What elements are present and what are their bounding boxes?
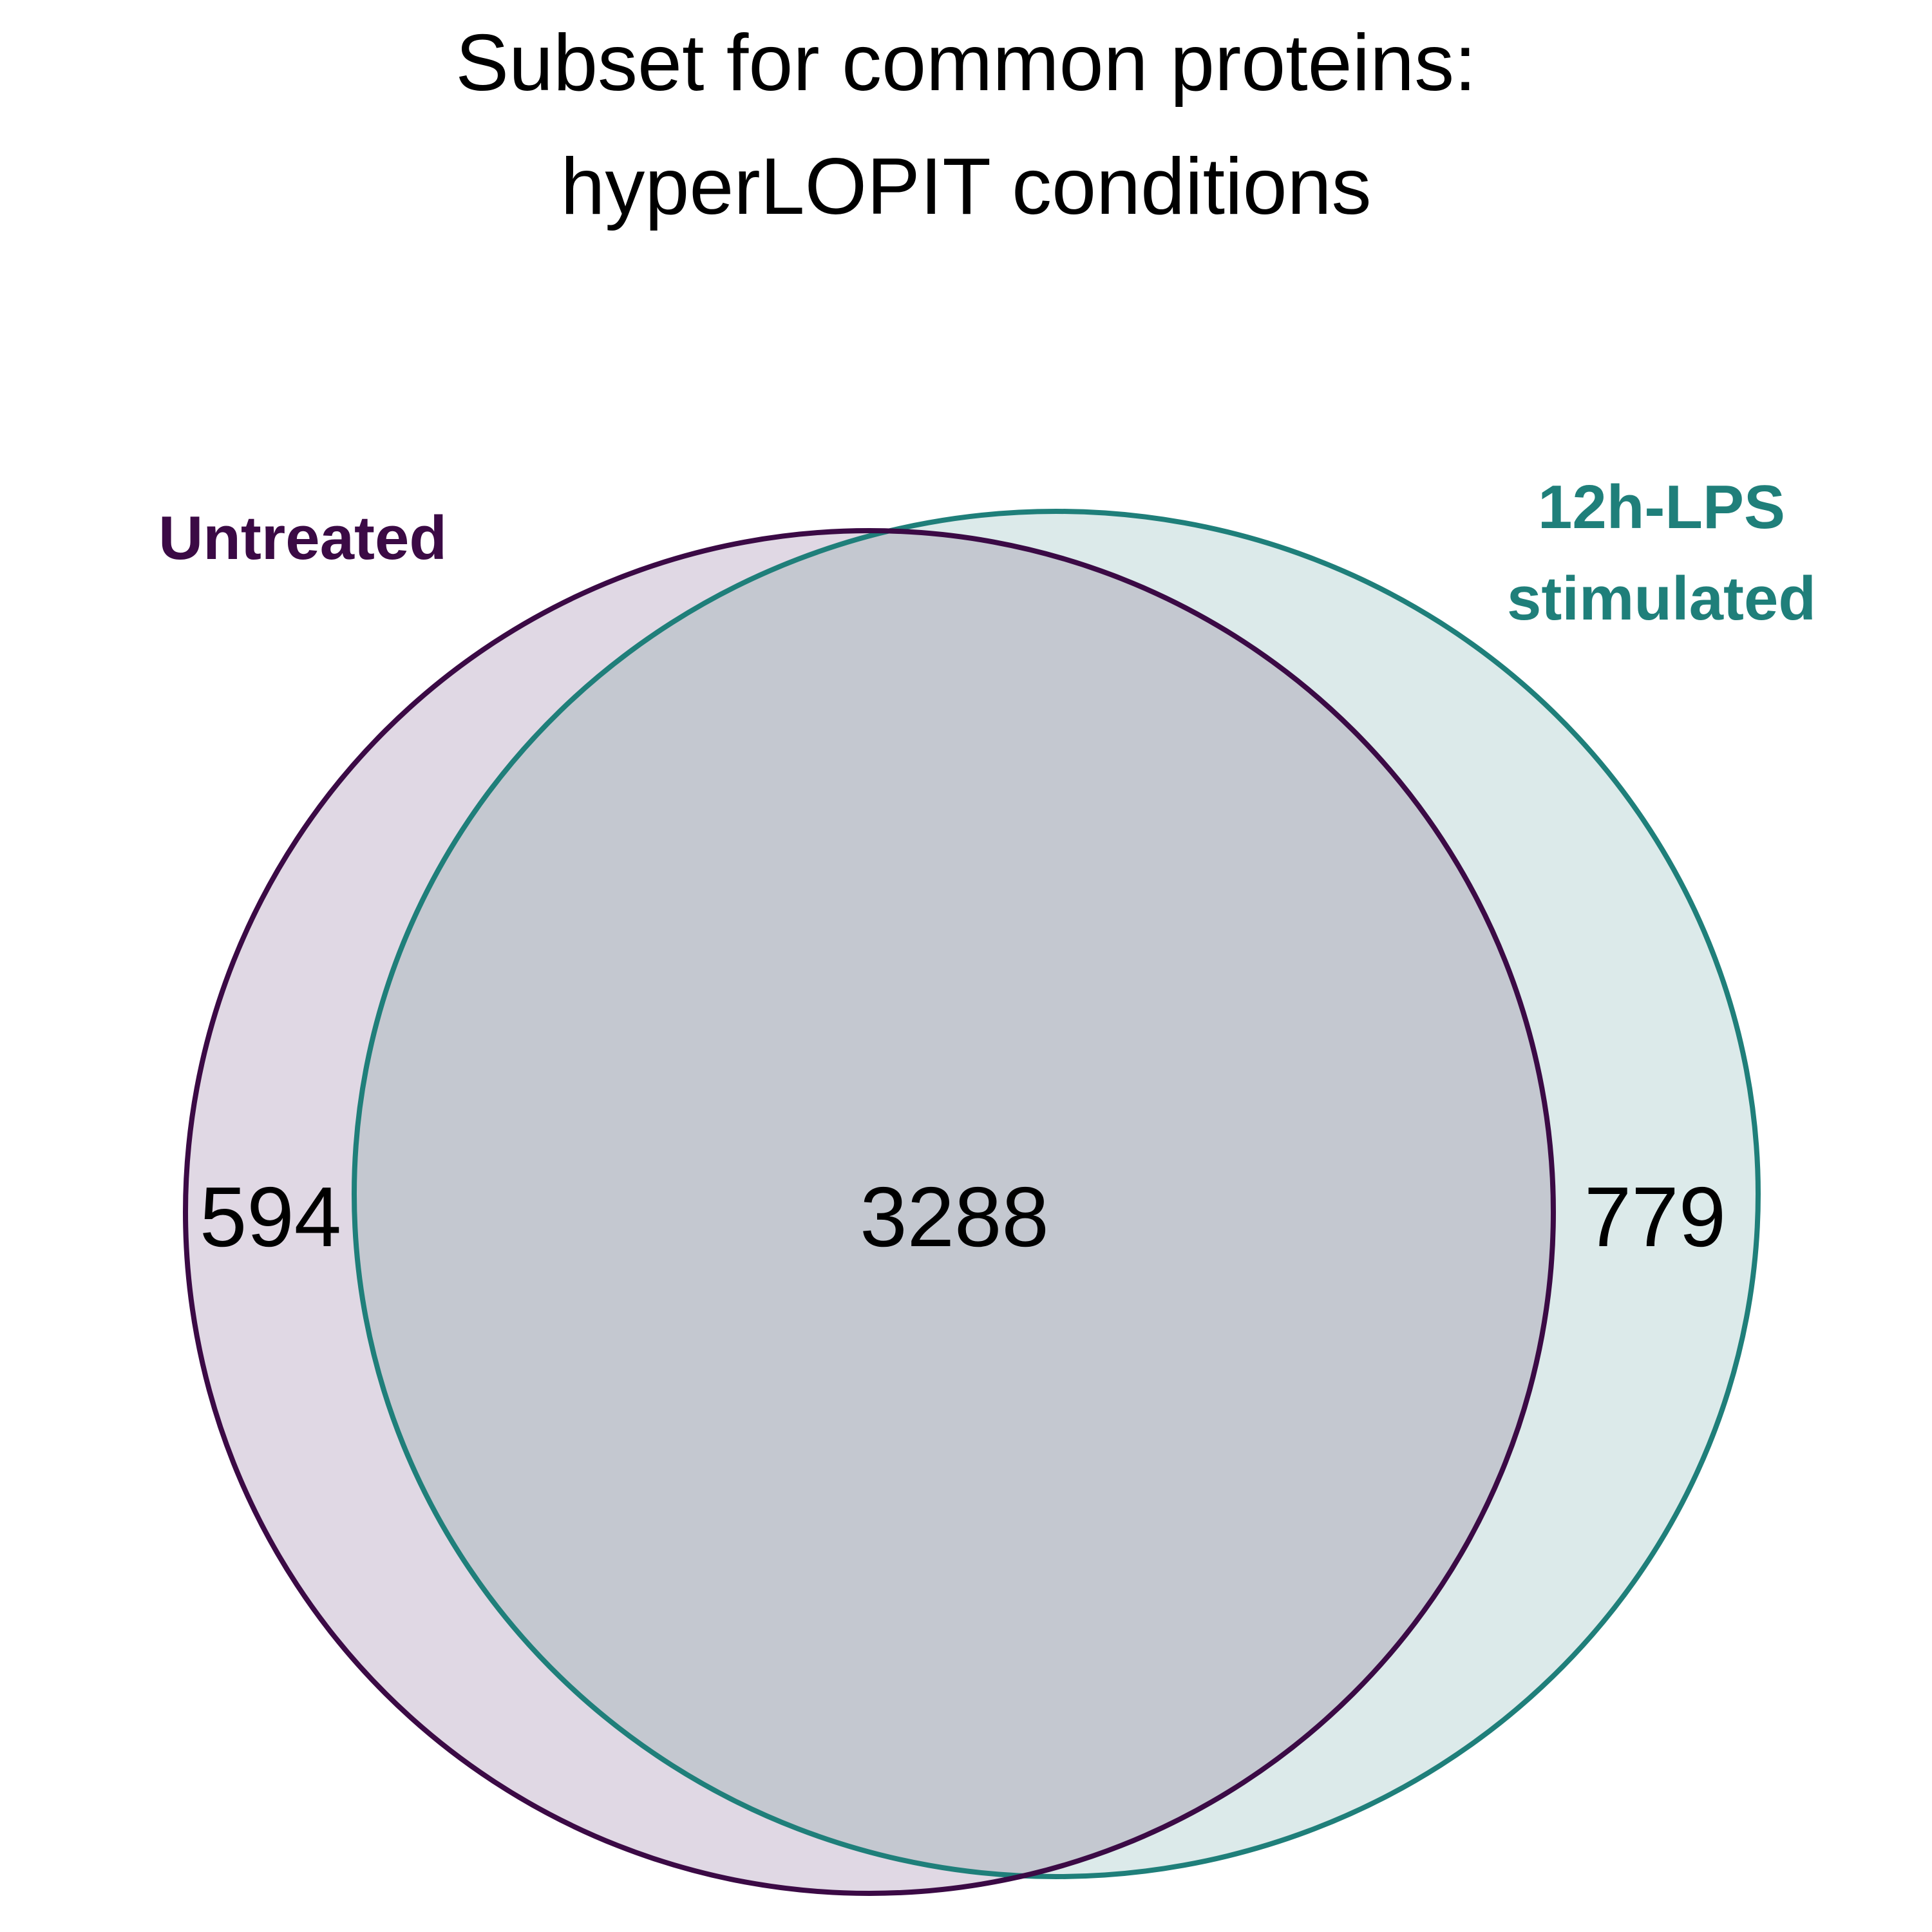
chart-title-line-2: hyperLOPIT conditions [560,142,1372,231]
untreated-only-count: 594 [200,1170,341,1264]
overlap-region-fill [354,531,1553,1877]
lps-set-label-line-1: 12h-LPS [1538,473,1785,542]
lps-set-label-line-2: stimulated [1507,564,1816,633]
lps-only-count: 779 [1584,1170,1726,1264]
intersection-count: 3288 [860,1170,1049,1264]
lps-set-outline [352,509,1761,1879]
untreated-set-label: Untreated [158,504,447,573]
untreated-set-outline [183,528,1556,1896]
chart-title-line-1: Subset for common proteins: [455,19,1477,108]
